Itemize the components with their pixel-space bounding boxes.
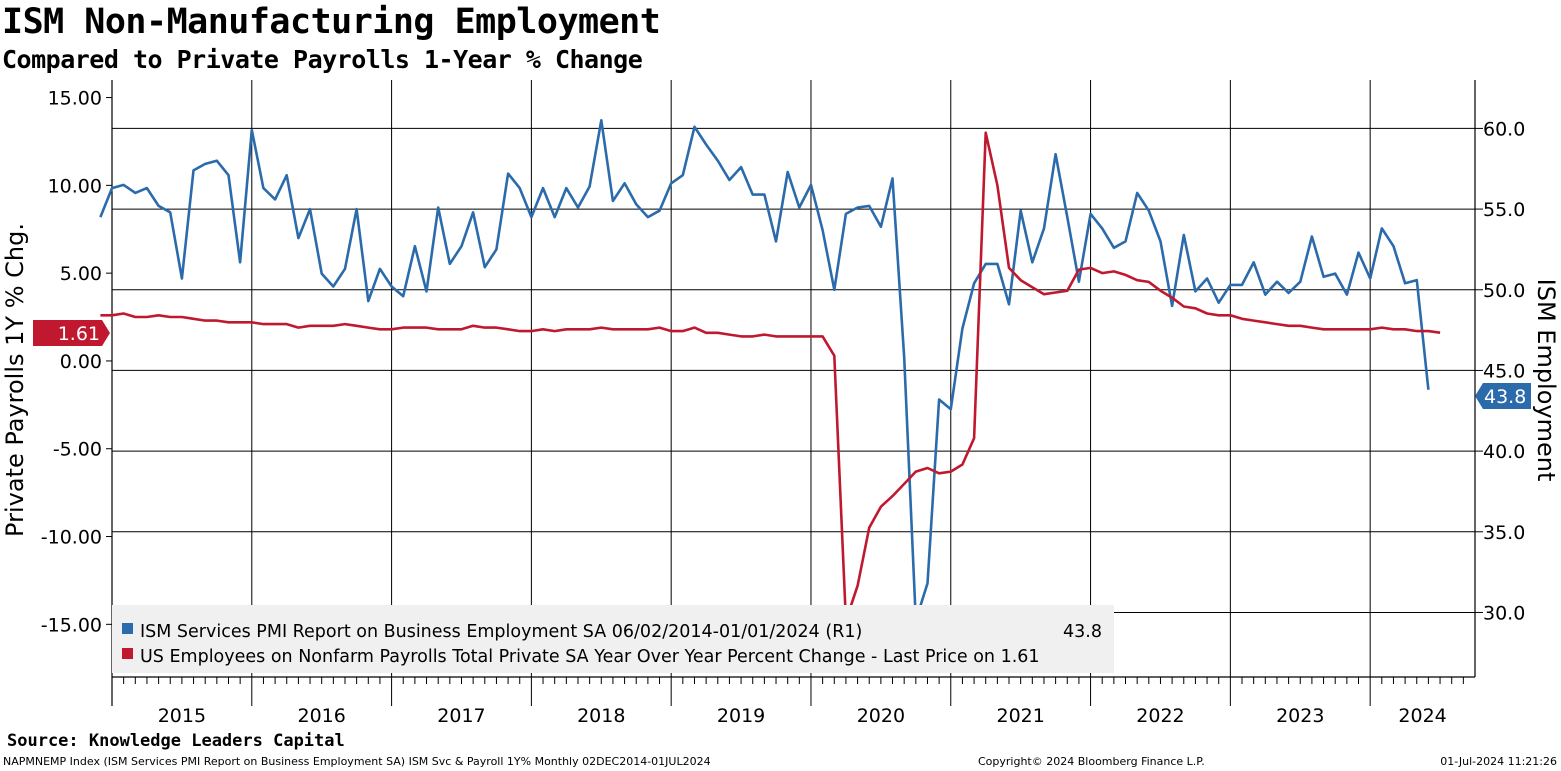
chart-subtitle: Compared to Private Payrolls 1-Year % Ch… <box>2 45 643 74</box>
x-axis: 2015 2016 2017 2018 2019 2020 2021 2022 2023 2024 <box>123 677 1464 727</box>
left-last-value-badge <box>33 320 110 346</box>
left-tick-label: 5.00 <box>60 263 102 285</box>
copyright: Copyright© 2024 Bloomberg Finance L.P. <box>978 755 1205 768</box>
x-tick-label: 2024 <box>1398 705 1446 727</box>
left-tick-label: -5.00 <box>53 439 102 461</box>
plot-frame <box>111 80 1476 706</box>
right-tick-label: 55.0 <box>1483 199 1525 221</box>
x-tick-label: 2021 <box>996 705 1044 727</box>
x-tick-label: 2019 <box>717 705 765 727</box>
right-tick-label: 60.0 <box>1483 118 1525 140</box>
left-axis: 15.00 10.00 5.00 0.00 -5.00 -10.00 -15.00 <box>41 88 112 636</box>
timestamp: 01-Jul-2024 11:21:26 <box>1440 755 1557 768</box>
legend-swatch-ism <box>122 623 133 634</box>
ism-employment-line <box>99 119 1430 622</box>
x-tick-label: 2015 <box>158 705 206 727</box>
legend-box <box>112 605 1114 673</box>
right-tick-label: 30.0 <box>1483 602 1525 624</box>
x-tick-label: 2016 <box>298 705 346 727</box>
left-tick-label: 10.00 <box>48 175 102 197</box>
right-tick-label: 45.0 <box>1483 360 1525 382</box>
series-description: NAPMNEMP Index (ISM Services PMI Report … <box>3 755 711 768</box>
right-axis: 60.0 55.0 50.0 45.0 40.0 35.0 30.0 <box>1475 118 1525 624</box>
legend-swatch-payrolls <box>122 648 133 659</box>
left-tick-label: 15.00 <box>48 88 102 110</box>
series-layer <box>99 119 1441 623</box>
x-tick-label: 2022 <box>1136 705 1184 727</box>
chart-title: ISM Non-Manufacturing Employment <box>2 2 661 42</box>
left-tick-label: -15.00 <box>41 614 102 636</box>
source-note: Source: Knowledge Leaders Capital <box>7 731 345 751</box>
right-last-value-badge <box>1475 383 1531 409</box>
private-payrolls-line <box>100 131 1441 623</box>
last-value-badges: 1.61 43.8 <box>33 320 1531 409</box>
x-tick-label: 2023 <box>1276 705 1324 727</box>
right-tick-label: 50.0 <box>1483 280 1525 302</box>
right-last-value: 43.8 <box>1484 386 1526 408</box>
left-tick-label: 0.00 <box>60 351 102 373</box>
left-tick-label: -10.00 <box>41 527 102 549</box>
x-tick-label: 2020 <box>857 705 905 727</box>
left-axis-title: Private Payrolls 1Y % Chg. <box>1 223 29 537</box>
left-last-value: 1.61 <box>58 323 100 345</box>
x-tick-label: 2017 <box>437 705 485 727</box>
legend-label-ism: ISM Services PMI Report on Business Empl… <box>140 622 862 642</box>
legend: ISM Services PMI Report on Business Empl… <box>112 605 1114 673</box>
right-tick-label: 35.0 <box>1483 522 1525 544</box>
legend-label-payrolls: US Employees on Nonfarm Payrolls Total P… <box>140 647 1040 667</box>
x-tick-label: 2018 <box>577 705 625 727</box>
legend-value-ism: 43.8 <box>1063 622 1102 642</box>
right-axis-title: ISM Employment <box>1532 279 1560 482</box>
right-tick-label: 40.0 <box>1483 441 1525 463</box>
